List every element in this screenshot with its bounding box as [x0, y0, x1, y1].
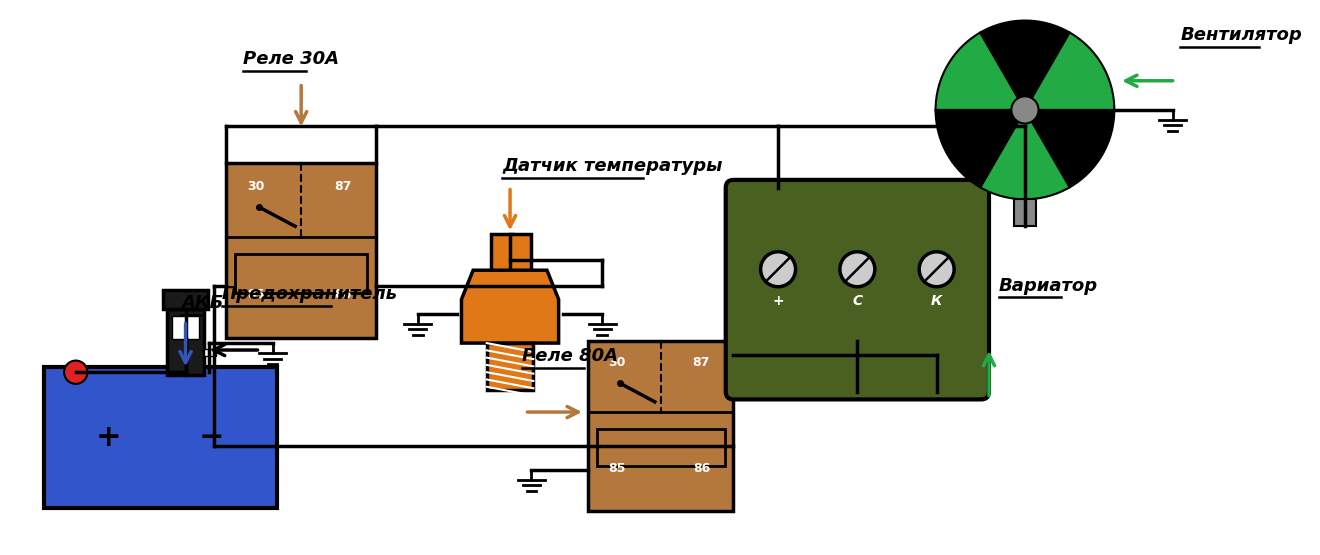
Wedge shape [981, 21, 1069, 110]
Wedge shape [1024, 110, 1114, 188]
FancyBboxPatch shape [487, 343, 533, 390]
Circle shape [1011, 97, 1039, 124]
FancyBboxPatch shape [726, 180, 989, 400]
Polygon shape [462, 270, 558, 343]
Text: 30: 30 [247, 180, 265, 193]
Text: +: + [772, 294, 784, 308]
FancyBboxPatch shape [44, 367, 277, 508]
Text: Реле 80А: Реле 80А [521, 347, 618, 365]
Text: 87: 87 [335, 180, 352, 193]
Text: К: К [931, 294, 942, 308]
Text: 86: 86 [693, 462, 710, 475]
Text: −: − [199, 423, 224, 452]
Text: Датчик температуры: Датчик температуры [503, 157, 722, 175]
Wedge shape [981, 110, 1069, 199]
Circle shape [919, 252, 954, 287]
Wedge shape [936, 110, 1024, 188]
Text: 86: 86 [335, 288, 352, 301]
FancyBboxPatch shape [164, 290, 209, 309]
FancyBboxPatch shape [1014, 199, 1036, 226]
Text: Реле 30А: Реле 30А [243, 50, 339, 68]
FancyBboxPatch shape [510, 234, 532, 272]
FancyBboxPatch shape [597, 429, 725, 466]
Text: АКБ: АКБ [181, 294, 223, 312]
Wedge shape [936, 33, 1024, 110]
Text: Вентилятор: Вентилятор [1180, 26, 1302, 44]
Text: 30: 30 [609, 356, 626, 369]
Text: +: + [96, 423, 121, 452]
Wedge shape [1024, 33, 1114, 110]
Circle shape [760, 252, 796, 287]
FancyBboxPatch shape [235, 254, 367, 292]
FancyBboxPatch shape [226, 163, 376, 338]
FancyBboxPatch shape [172, 316, 199, 339]
Circle shape [840, 252, 875, 287]
Text: 85: 85 [247, 288, 265, 301]
Text: 87: 87 [693, 356, 710, 369]
Circle shape [65, 361, 87, 384]
Text: Вариатор: Вариатор [999, 276, 1098, 295]
FancyBboxPatch shape [168, 309, 205, 375]
Text: С: С [853, 294, 862, 308]
FancyBboxPatch shape [587, 341, 734, 511]
FancyBboxPatch shape [205, 349, 215, 356]
Text: 85: 85 [609, 462, 626, 475]
FancyBboxPatch shape [491, 234, 512, 272]
Text: Предохранитель: Предохранитель [222, 285, 397, 304]
